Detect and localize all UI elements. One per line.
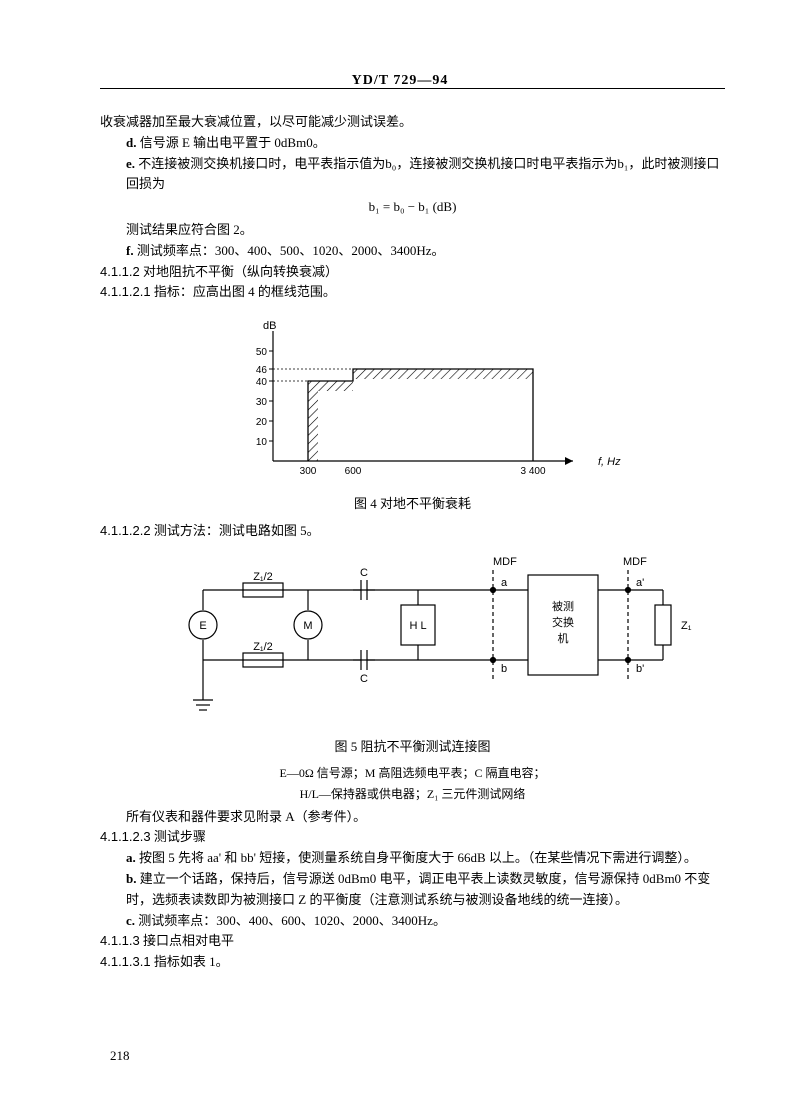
para-step-a: a. 按图 5 先将 aa' 和 bb' 短接，使测量系统自身平衡度大于 66d… — [100, 848, 725, 869]
sec-4-1-1-2: 4.1.1.2 对地阻抗不平衡（纵向转换衰减） — [100, 262, 725, 283]
fig4-caption: 图 4 对地不平衡衰耗 — [100, 494, 725, 515]
xtick-600: 600 — [344, 466, 361, 477]
label-mdf1: MDF — [493, 556, 517, 568]
page-number: 218 — [110, 1046, 130, 1067]
sectitle-41121: 指标：应高出图 4 的框线范围。 — [154, 284, 336, 299]
label-a: a — [501, 577, 508, 589]
fig5-caption: 图 5 阻抗不平衡测试连接图 — [100, 737, 725, 758]
label-step-c: c. — [126, 913, 135, 928]
ylabel-db: dB — [263, 320, 276, 332]
label-hl: H L — [409, 620, 426, 632]
fig5-sub1: E—0Ω 信号源；M 高阻选频电平表；C 隔直电容； — [100, 764, 725, 783]
sectitle-4113: 接口点相对电平 — [143, 933, 234, 948]
header-rule — [100, 88, 725, 89]
sec-4-1-1-2-1: 4.1.1.2.1 指标：应高出图 4 的框线范围。 — [100, 282, 725, 303]
page-body: 收衰减器加至最大衰减位置，以尽可能减少测试误差。 d. 信号源 E 输出电平置于… — [0, 0, 800, 1013]
figure-4: 10 20 30 40 46 50 dB 300 600 — [100, 311, 725, 488]
label-z2a: Z₁/2 — [253, 571, 273, 583]
secnum-4112: 4.1.1.2 — [100, 264, 140, 279]
sectitle-41123: 测试步骤 — [154, 829, 206, 844]
para-d: d. 信号源 E 输出电平置于 0dBm0。 — [100, 133, 725, 154]
ytick-30: 30 — [255, 397, 267, 408]
sectitle-4112: 对地阻抗不平衡（纵向转换衰减） — [143, 264, 338, 279]
text-f: 测试频率点：300、400、500、1020、2000、3400Hz。 — [137, 243, 445, 258]
label-step-a: a. — [126, 850, 136, 865]
secnum-41122: 4.1.1.2.2 — [100, 523, 151, 538]
sec-4-1-1-3: 4.1.1.3 接口点相对电平 — [100, 931, 725, 952]
para-f: f. 测试频率点：300、400、500、1020、2000、3400Hz。 — [100, 241, 725, 262]
label-z2b: Z₁/2 — [253, 641, 273, 653]
label-b: b — [501, 663, 507, 675]
doc-header: YD/T 729—94 — [0, 70, 800, 92]
label-d: d. — [126, 135, 136, 150]
label-m: M — [303, 620, 312, 632]
xtick-3400: 3 400 — [520, 466, 545, 477]
label-bp: b' — [636, 663, 644, 675]
text-e: 不连接被测交换机接口时，电平表指示值为b₀，连接被测交换机接口时电平表指示为b₁… — [126, 156, 719, 192]
ytick-40: 40 — [255, 377, 267, 388]
label-dut1: 被测 — [552, 600, 574, 613]
label-z: Z₁ — [681, 620, 692, 632]
para-attenuator: 收衰减器加至最大衰减位置，以尽可能减少测试误差。 — [100, 112, 725, 133]
ytick-50: 50 — [255, 347, 267, 358]
para-e: e. 不连接被测交换机接口时，电平表指示值为b₀，连接被测交换机接口时电平表指示… — [100, 154, 725, 196]
text-step-b: 建立一个话路，保持后，信号源送 0dBm0 电平，调正电平表上读数灵敏度，信号源… — [126, 871, 710, 907]
sectitle-41122: 测试方法：测试电路如图 5。 — [154, 523, 320, 538]
label-dut2: 交换 — [552, 615, 574, 629]
para-step-c: c. 测试频率点：300、400、600、1020、2000、3400Hz。 — [100, 911, 725, 932]
para-appendix: 所有仪表和器件要求见附录 A（参考件）。 — [100, 807, 725, 828]
label-mdf2: MDF — [623, 556, 647, 568]
ytick-46: 46 — [255, 365, 267, 376]
text-step-c: 测试频率点：300、400、600、1020、2000、3400Hz。 — [138, 913, 446, 928]
label-c2: C — [360, 673, 368, 685]
sectitle-41131: 指标如表 1。 — [154, 954, 229, 969]
label-ap: a' — [636, 577, 644, 589]
formula-b: b₁ = b₀ − b₁ (dB) — [100, 197, 725, 218]
fig5-sub2: H/L—保持器或供电器；Z₁ 三元件测试网络 — [100, 785, 725, 804]
xlabel-fhz: f, Hz — [598, 456, 621, 468]
figure-5: MDF MDF E — [100, 550, 725, 732]
ytick-10: 10 — [255, 437, 267, 448]
label-f: f. — [126, 243, 134, 258]
sec-4-1-1-2-3: 4.1.1.2.3 测试步骤 — [100, 827, 725, 848]
sec-4-1-1-3-1: 4.1.1.3.1 指标如表 1。 — [100, 952, 725, 973]
text-d: 信号源 E 输出电平置于 0dBm0。 — [140, 135, 326, 150]
secnum-41121: 4.1.1.2.1 — [100, 284, 151, 299]
ytick-20: 20 — [255, 417, 267, 428]
label-step-b: b. — [126, 871, 136, 886]
sec-4-1-1-2-2: 4.1.1.2.2 测试方法：测试电路如图 5。 — [100, 521, 725, 542]
circuit-diagram: MDF MDF E — [133, 550, 693, 725]
label-dut3: 机 — [557, 631, 568, 645]
secnum-41123: 4.1.1.2.3 — [100, 829, 151, 844]
chart-unbalance: 10 20 30 40 46 50 dB 300 600 — [203, 311, 623, 481]
secnum-4113: 4.1.1.3 — [100, 933, 140, 948]
xtick-300: 300 — [299, 466, 316, 477]
para-result: 测试结果应符合图 2。 — [100, 220, 725, 241]
label-e: e. — [126, 156, 135, 171]
secnum-41131: 4.1.1.3.1 — [100, 954, 151, 969]
text-step-a: 按图 5 先将 aa' 和 bb' 短接，使测量系统自身平衡度大于 66dB 以… — [139, 850, 697, 865]
label-e: E — [199, 620, 206, 632]
label-c1: C — [360, 567, 368, 579]
para-step-b: b. 建立一个话路，保持后，信号源送 0dBm0 电平，调正电平表上读数灵敏度，… — [100, 869, 725, 911]
